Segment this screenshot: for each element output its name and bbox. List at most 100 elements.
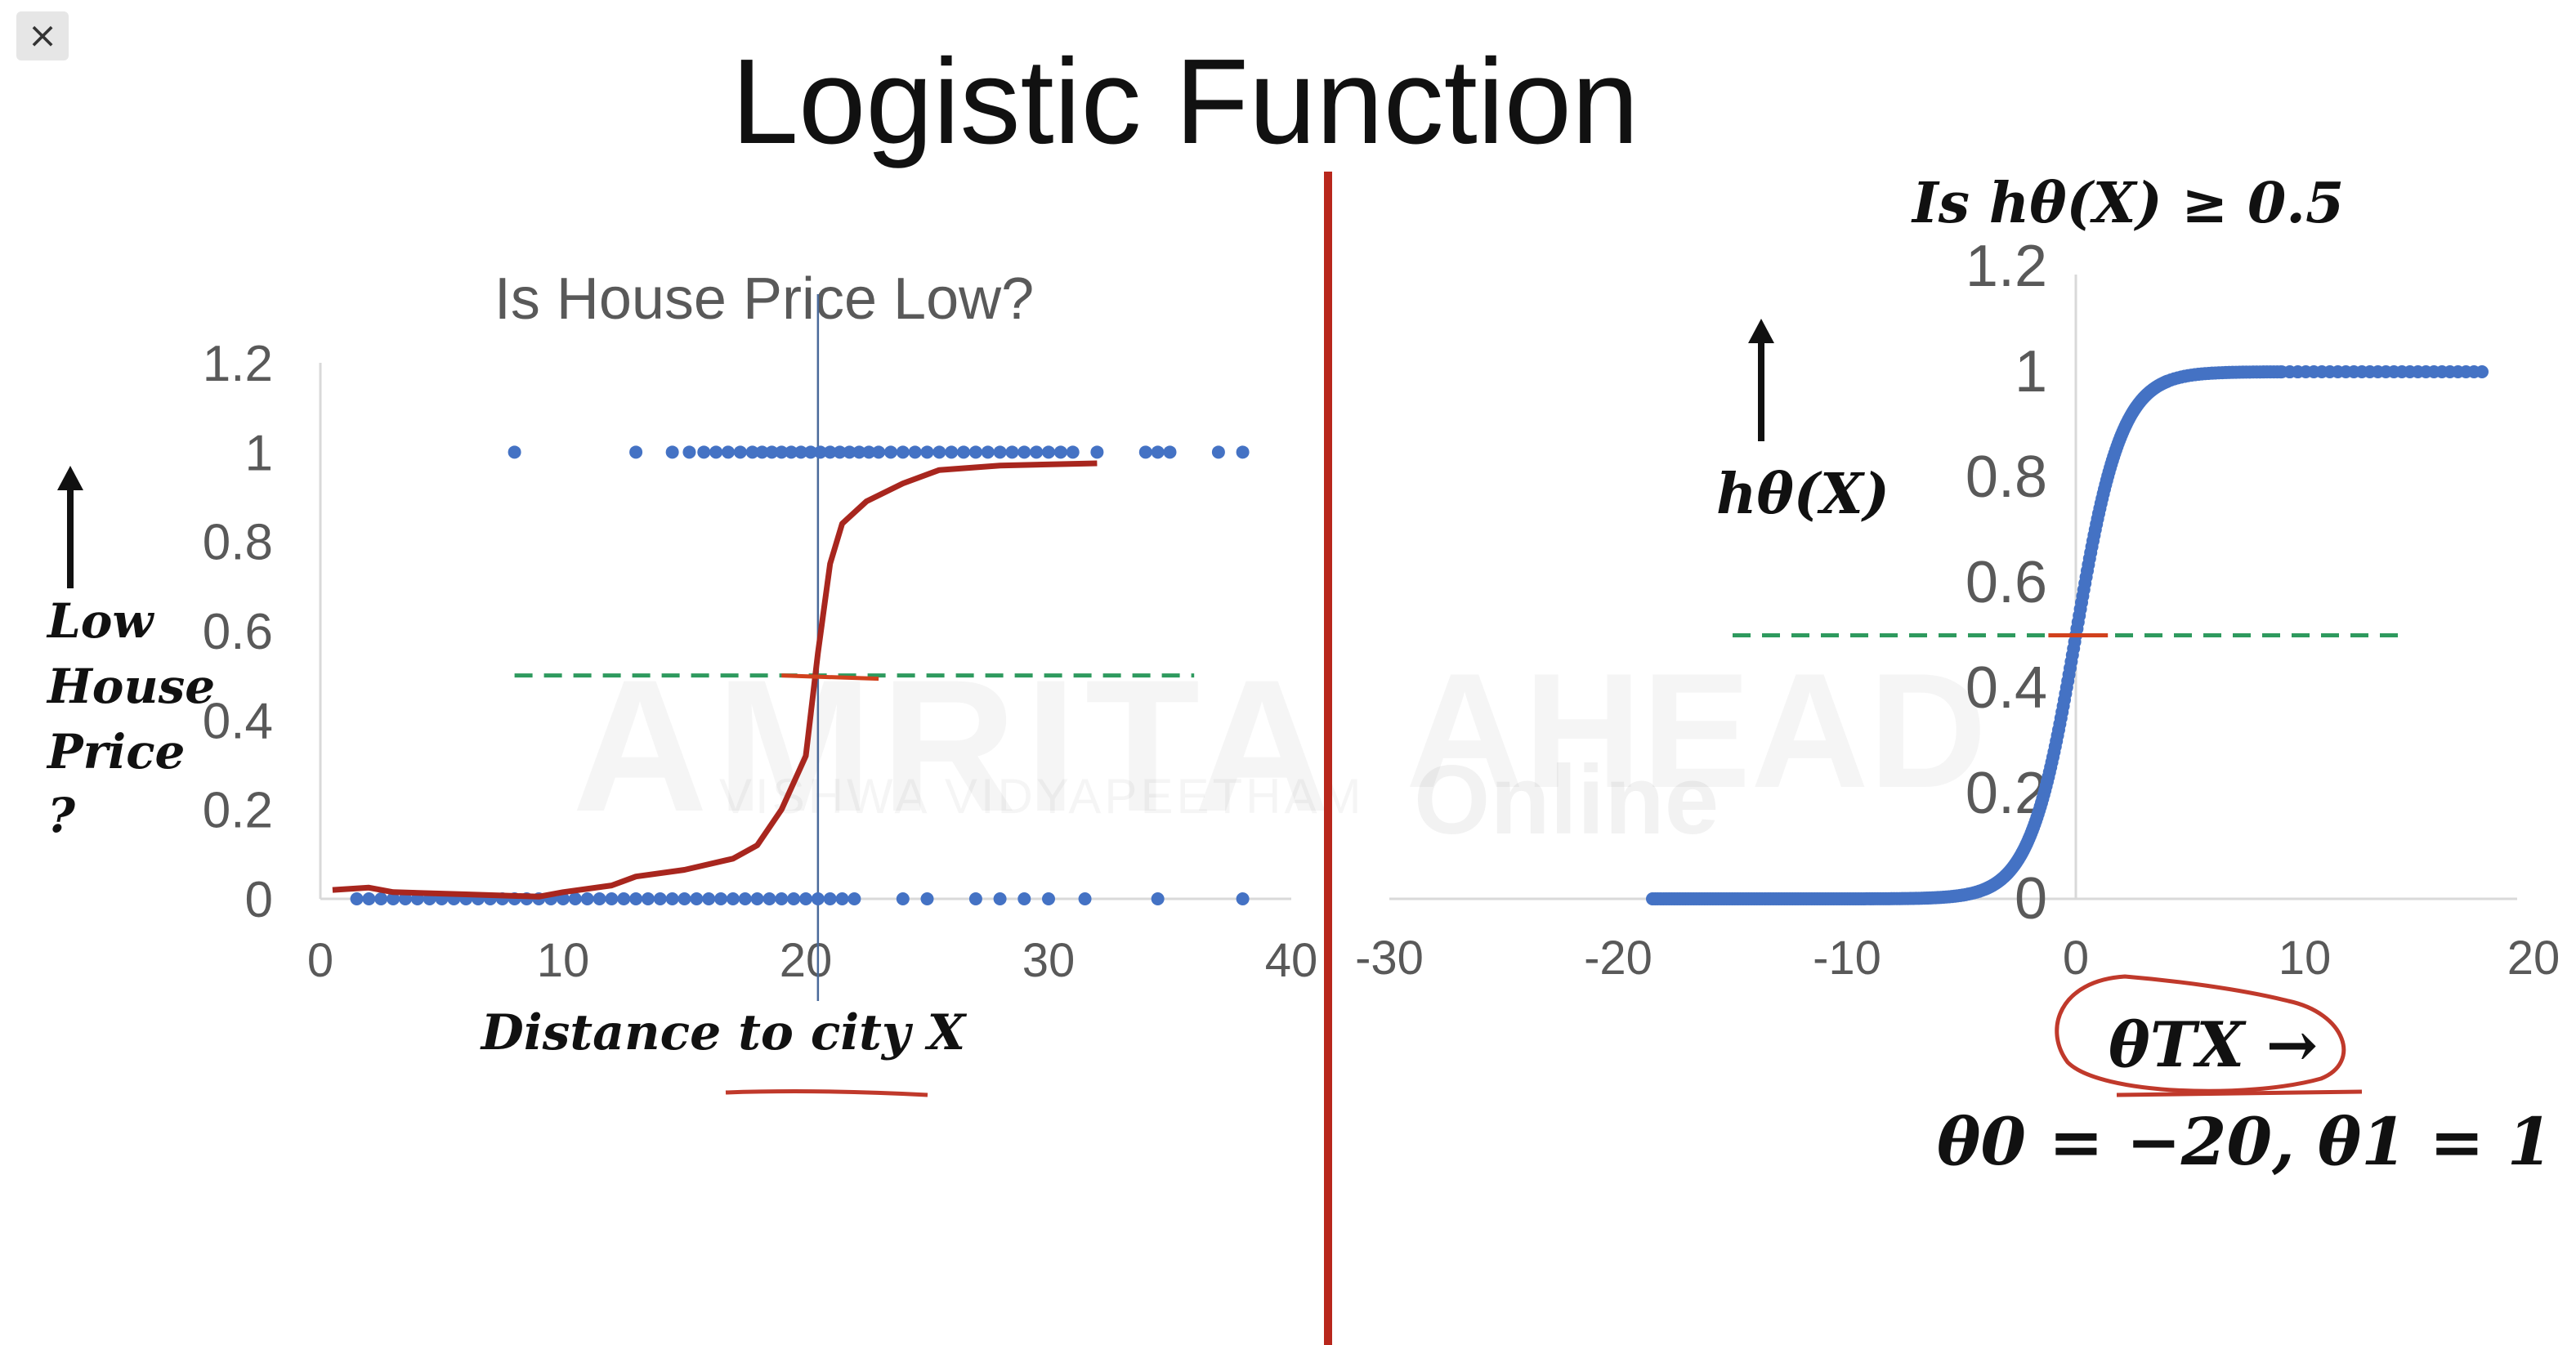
right-ylabel: hθ(X): [1716, 462, 1890, 527]
data-point: [811, 892, 825, 905]
left-ylabel-line-2: House: [46, 659, 215, 714]
data-point: [682, 445, 696, 459]
data-point: [968, 892, 982, 905]
data-point: [568, 892, 582, 905]
right-params: θ0 = −20, θ1 = 1: [1937, 1103, 2552, 1180]
data-point: [702, 892, 716, 905]
left-xtick-label: 30: [1022, 934, 1076, 987]
slide-divider: [1324, 172, 1332, 1345]
data-point: [690, 892, 704, 905]
right-ytick-label: 1: [2015, 339, 2047, 404]
left-ytick-label: 1: [245, 425, 273, 481]
left-up-arrow-icon: [57, 466, 83, 588]
data-point: [920, 892, 934, 905]
ink-underline-theta: [2116, 1089, 2363, 1097]
data-point: [665, 445, 679, 459]
data-point: [981, 445, 995, 459]
data-point: [1066, 445, 1080, 459]
data-point: [1053, 445, 1067, 459]
left-ytick-label: 0.6: [203, 604, 273, 660]
right-ytick-label: 0: [2015, 866, 2047, 932]
data-point: [908, 445, 922, 459]
data-point: [872, 445, 886, 459]
right-ytick-label: 0.8: [1966, 445, 2047, 510]
data-point: [993, 445, 1007, 459]
data-point: [957, 445, 971, 459]
data-point: [641, 892, 655, 905]
data-point: [580, 892, 594, 905]
data-point: [362, 892, 376, 905]
right-ytick-label: 1.2: [1966, 234, 2047, 299]
data-point: [763, 892, 776, 905]
right-xtick-label: 20: [2507, 932, 2560, 985]
left-ylabel-line-1: Low: [46, 593, 154, 649]
data-point: [387, 892, 400, 905]
data-point: [813, 445, 827, 459]
data-point: [374, 892, 388, 905]
left-ytick-label: 0: [245, 872, 273, 928]
data-point: [653, 892, 667, 905]
data-point: [398, 892, 412, 905]
data-point: [794, 445, 808, 459]
data-point: [1042, 892, 1055, 905]
data-point: [697, 445, 711, 459]
data-point: [787, 892, 801, 905]
data-point: [1163, 445, 1177, 459]
left-ytick-label: 0.8: [203, 515, 273, 571]
data-point: [1151, 445, 1165, 459]
data-point: [835, 892, 849, 905]
data-point: [350, 892, 364, 905]
data-point: [1042, 445, 1055, 459]
ink-underline-xlabel: [725, 1089, 928, 1097]
data-point: [968, 445, 982, 459]
data-point: [847, 892, 861, 905]
data-point: [665, 892, 679, 905]
right-xlabel: θTX →: [2109, 1008, 2318, 1081]
data-point: [1030, 445, 1044, 459]
data-point: [1151, 892, 1165, 905]
left-xtick-label: 20: [780, 934, 833, 987]
data-point: [803, 445, 817, 459]
left-xtick-label: 10: [537, 934, 590, 987]
right-ytick-label: 0.4: [1966, 655, 2047, 721]
data-point: [738, 892, 752, 905]
data-point: [629, 892, 643, 905]
data-point: [896, 445, 910, 459]
data-point: [945, 445, 959, 459]
right-up-arrow-icon: [1748, 319, 1774, 441]
left-xtick-label: 40: [1265, 934, 1318, 987]
data-point: [993, 892, 1007, 905]
data-point: [775, 892, 789, 905]
data-point: [1211, 445, 1225, 459]
left-ylabel-line-3: Price: [46, 724, 185, 780]
data-point: [745, 445, 759, 459]
data-point: [617, 892, 631, 905]
data-point: [726, 892, 740, 905]
right-xtick-label: -30: [1355, 932, 1424, 985]
close-button[interactable]: ×: [16, 11, 69, 60]
right-xtick-label: -10: [1813, 932, 1881, 985]
right-xtick-label: 0: [2063, 932, 2089, 985]
left-xtick-label: 0: [307, 934, 333, 987]
left-ytick-label: 0.2: [203, 783, 273, 839]
close-icon: ×: [27, 15, 58, 56]
data-point: [823, 892, 837, 905]
data-point: [775, 445, 789, 459]
left-chart-title: Is House Price Low?: [494, 266, 1034, 332]
right-xtick-label: -20: [1584, 932, 1652, 985]
data-point: [765, 445, 779, 459]
right-xtick-label: 10: [2279, 932, 2332, 985]
data-point: [629, 445, 643, 459]
data-point: [1078, 892, 1092, 905]
sigmoid-point: [2475, 365, 2489, 378]
data-point: [1236, 892, 1250, 905]
data-point: [932, 445, 946, 459]
data-point: [1090, 445, 1104, 459]
data-point: [799, 892, 812, 905]
slide-title: Logistic Function: [731, 34, 1639, 169]
data-point: [733, 445, 747, 459]
data-point: [843, 445, 856, 459]
data-point: [920, 445, 934, 459]
data-point: [593, 892, 606, 905]
